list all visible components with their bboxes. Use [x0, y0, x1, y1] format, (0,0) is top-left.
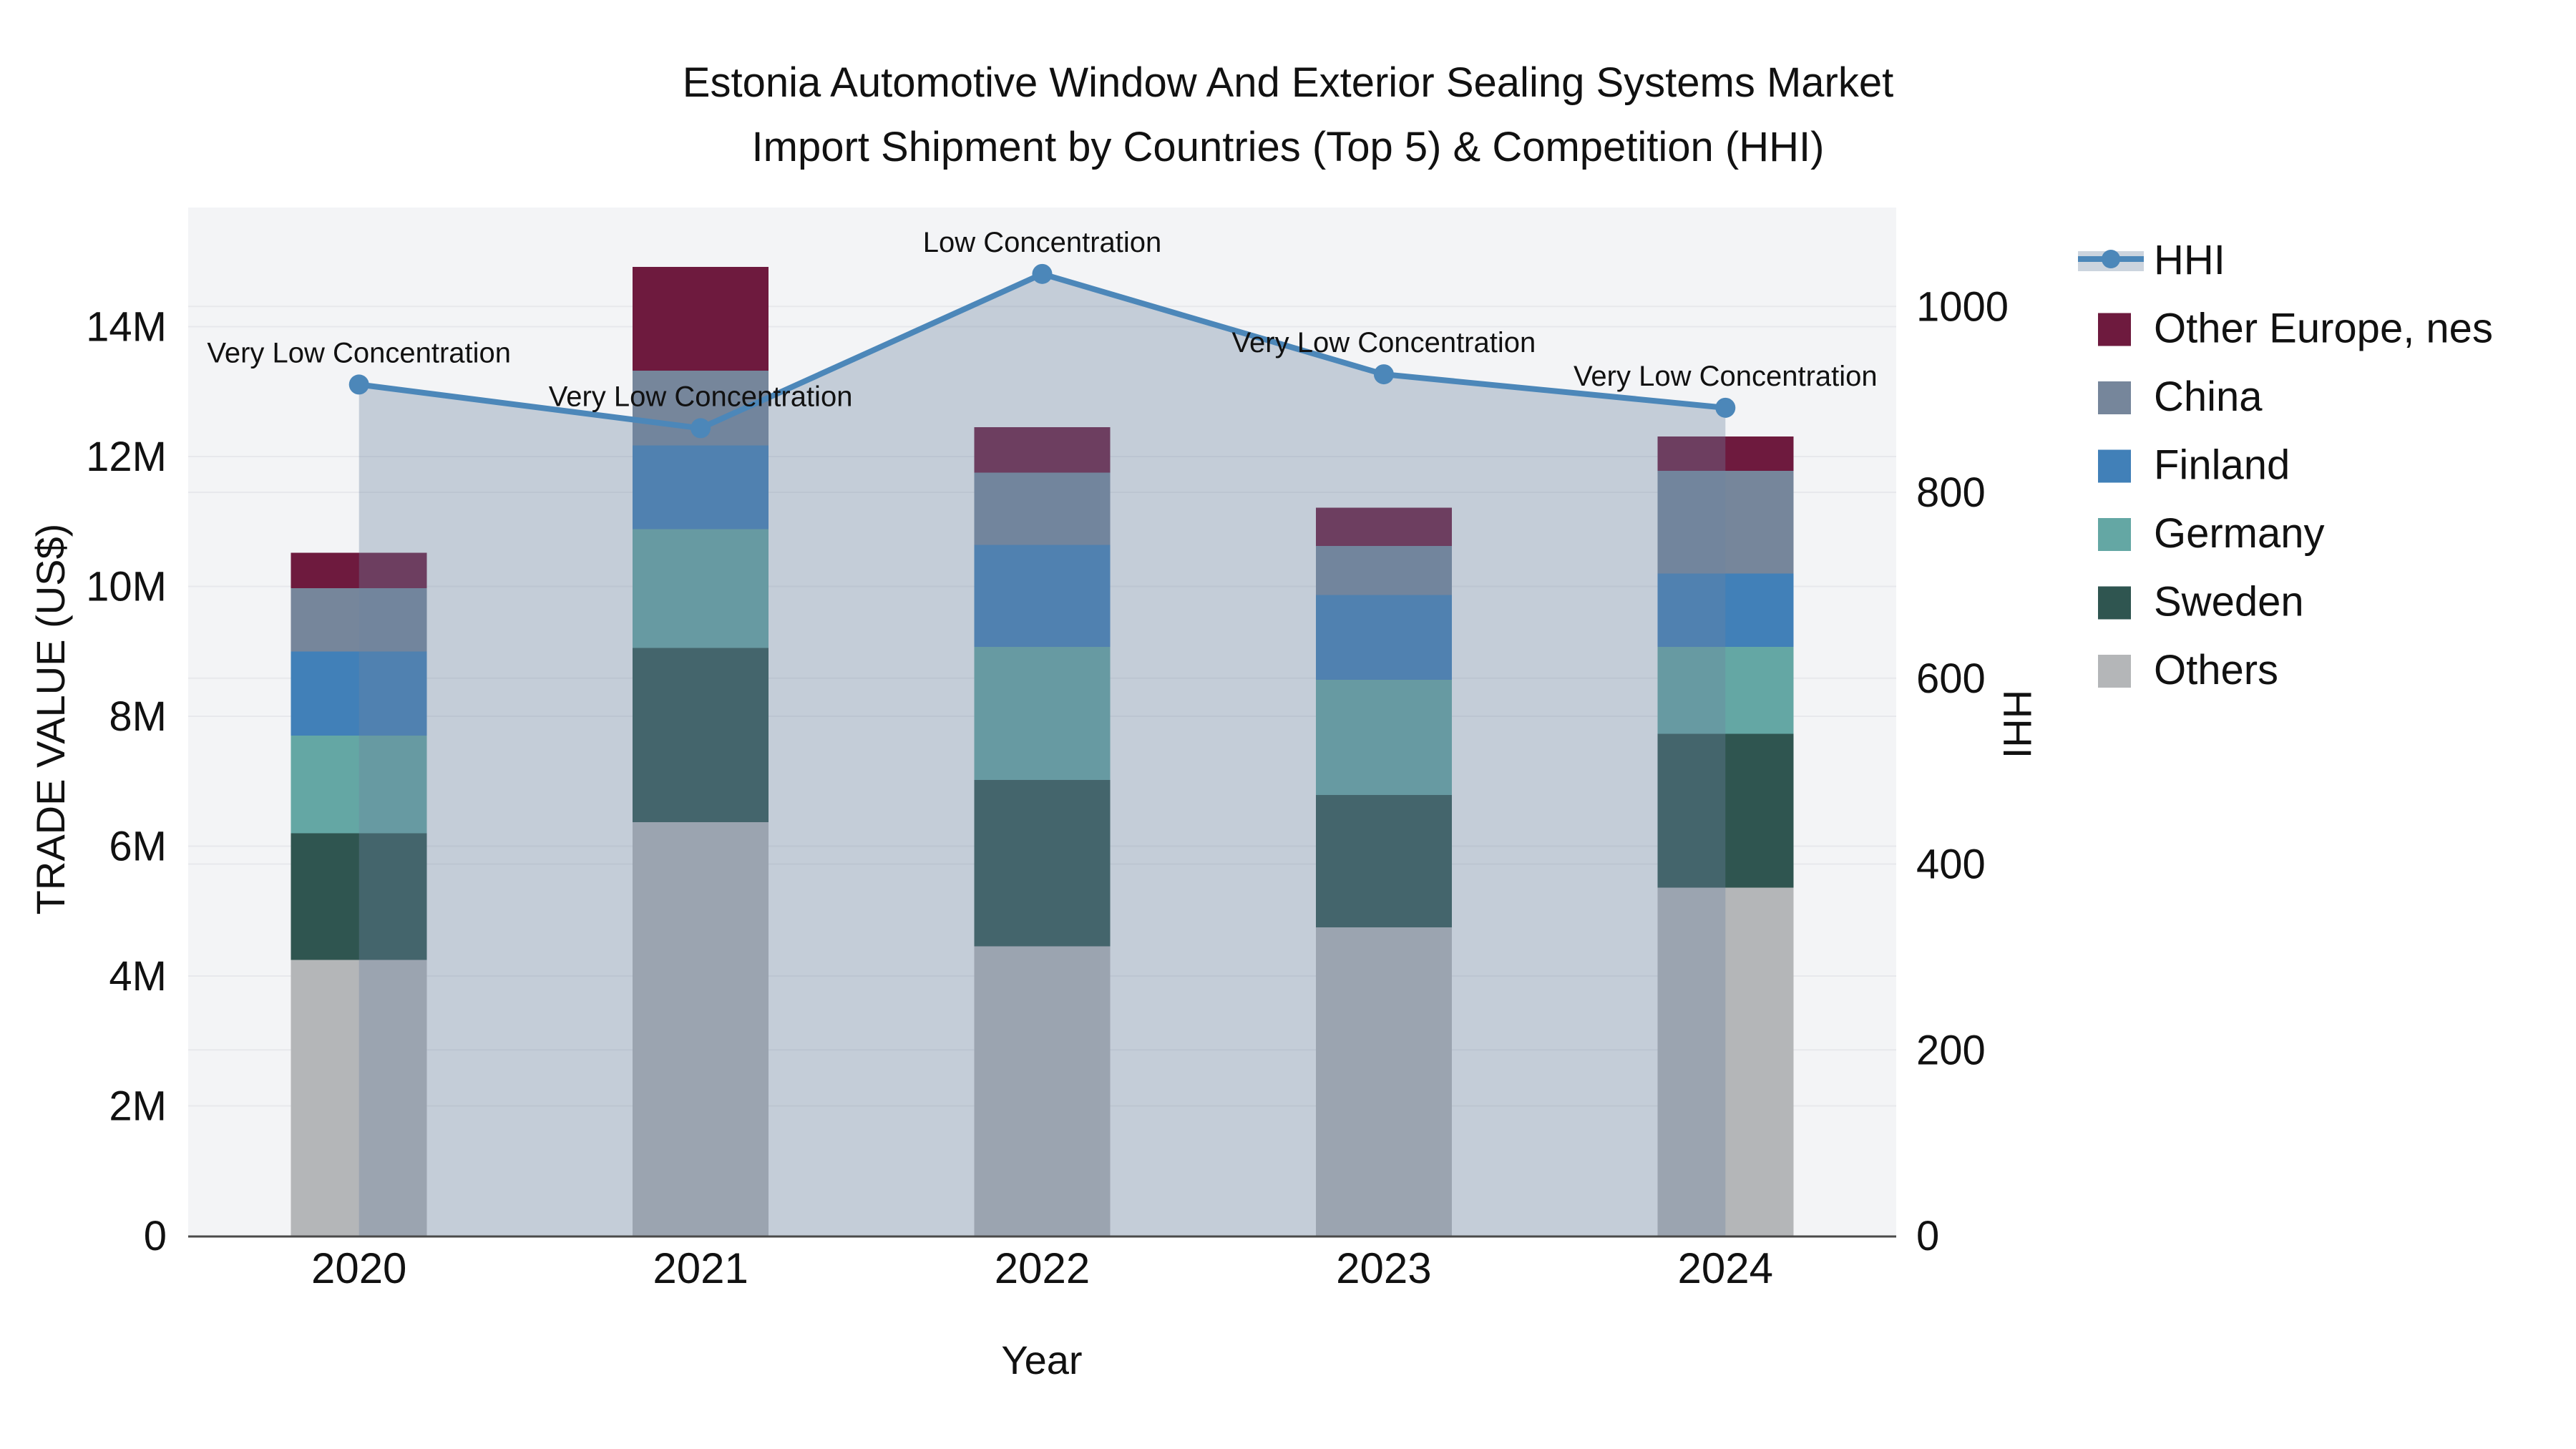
hhi-marker[interactable] — [1373, 364, 1394, 385]
y-axis-right-ticks: 0 200 400 600 800 1000 — [1916, 283, 2009, 1259]
hhi-marker[interactable] — [1715, 397, 1736, 418]
chart-title-line1: Estonia Automotive Window And Exterior S… — [683, 59, 1893, 106]
x-tick-label: 2022 — [995, 1244, 1090, 1292]
bar-segment-other-europe-nes[interactable] — [291, 552, 427, 589]
legend-color-swatch — [2098, 449, 2131, 483]
y-axis-left-title: TRADE VALUE (US$) — [28, 524, 73, 915]
bar-segment-china[interactable] — [291, 588, 427, 652]
y-left-tick-label: 0 — [144, 1213, 167, 1259]
legend-color-swatch — [2098, 381, 2131, 414]
y-right-tick-label: 200 — [1916, 1027, 1986, 1073]
y-left-tick-label: 14M — [86, 304, 167, 351]
chart-title-line2: Import Shipment by Countries (Top 5) & C… — [752, 124, 1825, 170]
bar-segment-finland[interactable] — [633, 445, 769, 530]
bar-segment-other-europe-nes[interactable] — [633, 267, 769, 371]
bar-segment-germany[interactable] — [974, 646, 1111, 780]
annotations: Very Low Concentration Very Low Concentra… — [207, 227, 1877, 413]
legend-item-sweden[interactable]: Sweden — [2098, 579, 2304, 625]
y-right-tick-label: 800 — [1916, 469, 1986, 516]
stacked-bars — [291, 267, 1794, 1236]
legend-color-swatch — [2098, 313, 2131, 346]
x-axis-title: Year — [1001, 1337, 1082, 1382]
bar-segment-finland[interactable] — [1657, 573, 1794, 647]
legend-item-hhi[interactable]: HHI — [2078, 237, 2225, 283]
legend-color-swatch — [2098, 655, 2131, 688]
bar-segment-china[interactable] — [974, 472, 1111, 545]
legend-label: Sweden — [2154, 579, 2304, 625]
legend-hhi-marker-swatch — [2102, 250, 2120, 268]
legend-label: Other Europe, nes — [2154, 306, 2493, 352]
hhi-annotation: Very Low Concentration — [549, 381, 853, 412]
y-right-tick-label: 600 — [1916, 655, 1986, 702]
hhi-annotation: Very Low Concentration — [1574, 361, 1878, 392]
bar-segment-germany[interactable] — [1657, 646, 1794, 734]
hhi-marker[interactable] — [348, 374, 369, 395]
legend-label: HHI — [2154, 237, 2225, 283]
x-tick-label: 2024 — [1678, 1244, 1773, 1292]
legend-item-finland[interactable]: Finland — [2098, 442, 2290, 489]
bar-segment-sweden[interactable] — [291, 833, 427, 960]
y-left-tick-label: 6M — [109, 824, 167, 870]
y-axis-left-ticks: 0 2M 4M 6M 8M 10M 12M 14M — [86, 304, 167, 1260]
legend-label: Germany — [2154, 510, 2325, 557]
legend: HHI Other Europe, nes China Finland Germany S… — [2078, 237, 2493, 693]
bar-segment-sweden[interactable] — [1657, 733, 1794, 888]
bar-segment-china[interactable] — [1315, 546, 1452, 595]
bar-segment-germany[interactable] — [1315, 680, 1452, 795]
bar-segment-sweden[interactable] — [974, 779, 1111, 947]
hhi-annotation: Very Low Concentration — [1232, 327, 1536, 358]
y-left-tick-label: 2M — [109, 1083, 167, 1130]
y-left-tick-label: 10M — [86, 564, 167, 610]
bar-segment-germany[interactable] — [291, 736, 427, 834]
x-tick-label: 2023 — [1336, 1244, 1431, 1292]
hhi-marker[interactable] — [691, 418, 711, 439]
x-tick-label: 2021 — [653, 1244, 748, 1292]
hhi-area-fill — [358, 273, 1726, 1236]
bar-segment-others[interactable] — [633, 821, 769, 1236]
bar-segment-others[interactable] — [974, 946, 1111, 1236]
bar-segment-other-europe-nes[interactable] — [1657, 436, 1794, 471]
bar-segment-finland[interactable] — [1315, 595, 1452, 680]
legend-item-other-europe-nes[interactable]: Other Europe, nes — [2098, 306, 2493, 352]
bar-segment-finland[interactable] — [291, 651, 427, 736]
y-right-tick-label: 1000 — [1916, 283, 2009, 330]
bar-segment-others[interactable] — [1315, 927, 1452, 1236]
y-axis-right-title: HHI — [1995, 690, 2040, 758]
bar-segment-finland[interactable] — [974, 545, 1111, 647]
legend-label: Others — [2154, 647, 2278, 693]
y-right-tick-label: 0 — [1916, 1213, 1939, 1259]
legend-label: China — [2154, 374, 2263, 420]
legend-item-china[interactable]: China — [2098, 374, 2263, 420]
hhi-line-layer — [348, 263, 1736, 1236]
bar-segment-other-europe-nes[interactable] — [974, 427, 1111, 473]
y-left-tick-label: 12M — [86, 434, 167, 480]
x-axis-ticks: 2020 2021 2022 2023 2024 — [311, 1244, 1773, 1292]
bar-segment-other-europe-nes[interactable] — [1315, 507, 1452, 547]
legend-color-swatch — [2098, 518, 2131, 551]
legend-label: Finland — [2154, 442, 2290, 489]
y-left-tick-label: 4M — [109, 953, 167, 1000]
hhi-annotation: Very Low Concentration — [207, 337, 511, 369]
hhi-marker[interactable] — [1032, 263, 1053, 284]
x-tick-label: 2020 — [311, 1244, 406, 1292]
legend-item-others[interactable]: Others — [2098, 647, 2278, 693]
bar-segment-china[interactable] — [1657, 470, 1794, 574]
bar-segment-sweden[interactable] — [633, 648, 769, 822]
y-left-tick-label: 8M — [109, 693, 167, 740]
hhi-annotation: Low Concentration — [923, 227, 1162, 258]
legend-item-germany[interactable]: Germany — [2098, 510, 2325, 557]
legend-color-swatch — [2098, 586, 2131, 620]
bar-segment-others[interactable] — [1657, 887, 1794, 1236]
bar-segment-sweden[interactable] — [1315, 794, 1452, 927]
bar-segment-others[interactable] — [291, 960, 427, 1236]
bar-segment-germany[interactable] — [633, 529, 769, 648]
y-right-tick-label: 400 — [1916, 841, 1986, 888]
